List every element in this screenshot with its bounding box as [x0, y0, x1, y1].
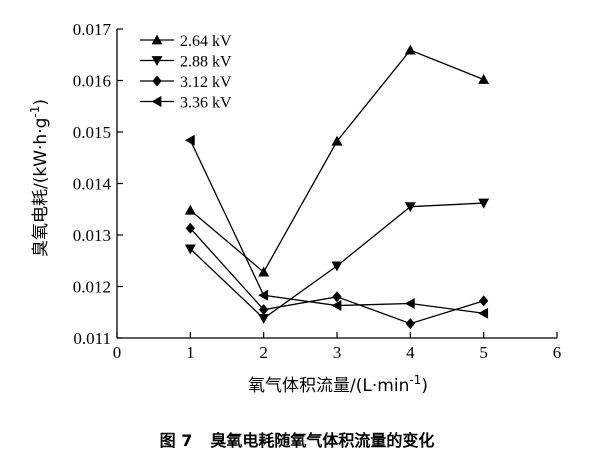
legend-label-3: 3.12 kV [180, 74, 232, 91]
series-3-point-4 [405, 318, 416, 330]
legend-marker-2 [151, 56, 163, 66]
x-tick-label-1: 1 [186, 343, 195, 362]
legend-marker-3 [152, 75, 162, 87]
x-tick-label-0: 0 [113, 343, 122, 362]
figure-number: 图 7 [160, 431, 193, 450]
series-3-point-3 [332, 291, 342, 303]
series-4-point-5 [478, 307, 489, 319]
chart-legend: 2.64 kV 2.88 kV 3.12 kV 3.36 kV [140, 33, 232, 112]
series-3-point-1 [185, 222, 196, 234]
chart-ticks: 0.011 0.012 0.013 0.014 0.015 0.016 0.017 0 1 2 3 4… [73, 20, 562, 362]
series-2-point-5 [478, 198, 490, 209]
series-1-point-5 [478, 73, 490, 84]
x-axis-title: 氧气体积流量/(L·min-1) [248, 373, 428, 396]
series-line-4 [189, 139, 484, 314]
y-tick-label-4: 0.015 [73, 123, 111, 142]
series-1-point-2 [258, 266, 270, 277]
series-4-point-4 [404, 297, 415, 309]
series-1-point-3 [331, 135, 343, 146]
legend-label-1: 2.64 kV [180, 33, 232, 50]
series-2-point-4 [404, 202, 416, 213]
figure-caption: 图 7 臭氧电耗随氧气体积流量的变化 [160, 431, 435, 450]
y-tick-label-2: 0.013 [73, 226, 111, 245]
y-tick-label-1: 0.012 [73, 278, 111, 297]
series-2-point-3 [331, 261, 343, 272]
y-axis-title: 臭氧电耗/(kW·h·g-1) [28, 99, 51, 257]
series-line-3 [189, 227, 484, 325]
chart-series [184, 44, 490, 330]
series-3-point-5 [478, 295, 489, 307]
series-4-point-1 [184, 134, 195, 146]
x-tick-label-5: 5 [479, 343, 488, 362]
series-3-point-2 [258, 304, 269, 316]
series-4-point-3 [331, 300, 342, 312]
y-tick-label-0: 0.011 [73, 329, 111, 348]
x-tick-label-6: 6 [553, 343, 562, 362]
y-tick-label-5: 0.016 [73, 72, 111, 91]
series-1-point-1 [184, 204, 196, 215]
legend-marker-4 [151, 96, 162, 107]
legend-label-4: 3.36 kV [180, 95, 232, 112]
x-tick-label-3: 3 [333, 343, 342, 362]
y-tick-label-3: 0.014 [73, 175, 112, 194]
figure-caption-text: 臭氧电耗随氧气体积流量的变化 [210, 431, 434, 450]
series-2-point-2 [258, 314, 270, 324]
legend-label-2: 2.88 kV [180, 54, 232, 71]
legend-marker-1 [151, 34, 163, 45]
series-4-point-2 [258, 289, 269, 301]
series-1-point-4 [404, 44, 416, 55]
y-tick-label-6: 0.017 [73, 20, 112, 39]
series-2-point-1 [184, 244, 196, 255]
x-tick-label-4: 4 [406, 343, 415, 362]
x-tick-label-2: 2 [259, 343, 268, 362]
series-line-1 [189, 49, 484, 274]
